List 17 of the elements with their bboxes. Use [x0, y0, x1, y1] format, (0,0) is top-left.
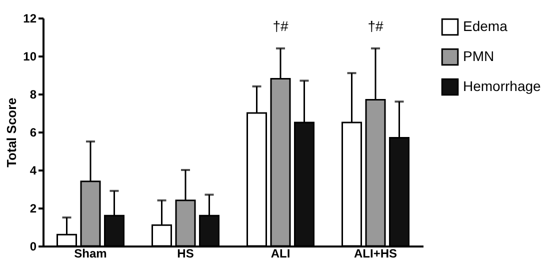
- y-tick-label: 0: [30, 240, 37, 254]
- y-tick-label: 10: [23, 50, 37, 64]
- x-tick-label: HS: [177, 246, 194, 260]
- y-tick-label: 6: [30, 126, 37, 140]
- legend-label: Edema: [463, 18, 508, 34]
- legend-label: PMN: [463, 48, 494, 64]
- y-tick-label: 8: [30, 88, 37, 102]
- y-tick-label: 2: [30, 202, 37, 216]
- x-tick-label: ALI: [270, 246, 290, 260]
- y-tick-label: 4: [30, 164, 37, 178]
- y-tick-label: 12: [23, 12, 37, 26]
- y-axis-title: Total Score: [4, 98, 20, 168]
- annotation: †#: [272, 18, 288, 34]
- x-tick-label: ALI+HS: [354, 246, 398, 260]
- annotation: †#: [368, 18, 384, 34]
- x-tick-label: Sham: [74, 246, 107, 260]
- legend-label: Hemorrhage: [463, 78, 542, 94]
